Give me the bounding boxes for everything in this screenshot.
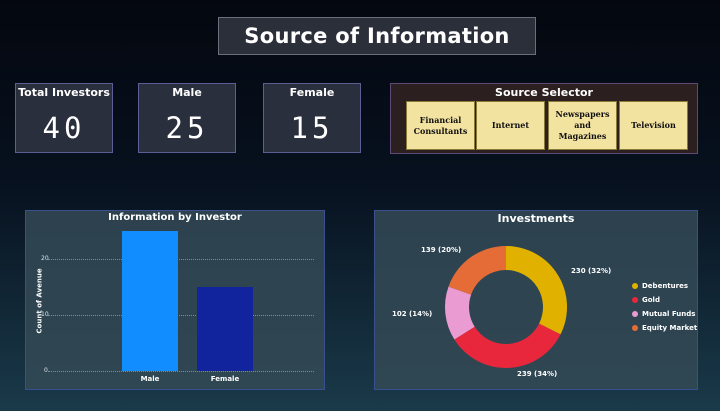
investor-chart-panel: Information by Investor Count of Avenue … [25, 210, 325, 390]
legend-item-equity-market[interactable]: Equity Market [632, 324, 697, 332]
y-tick-label: 10 [41, 311, 49, 318]
gridline [48, 315, 314, 316]
donut-slice-gold[interactable] [454, 323, 561, 368]
kpi-card-female: Female 15 [263, 83, 361, 153]
legend-label: Gold [642, 296, 660, 304]
legend-label: Debentures [642, 282, 688, 290]
page-title: Source of Information [218, 17, 536, 55]
source-option-newspapers-magazines[interactable]: Newspapers and Magazines [548, 101, 617, 150]
legend-item-debentures[interactable]: Debentures [632, 282, 688, 290]
kpi-label: Female [289, 86, 335, 99]
gridline [48, 371, 314, 372]
source-option-internet[interactable]: Internet [476, 101, 545, 150]
donut-chart [445, 246, 567, 368]
donut-slice-equity-market[interactable] [448, 246, 506, 295]
legend-dot-icon [632, 325, 638, 331]
data-label-debentures: 230 (32%) [571, 267, 612, 275]
gridline [48, 259, 314, 260]
legend-item-gold[interactable]: Gold [632, 296, 660, 304]
source-option-television[interactable]: Television [619, 101, 688, 150]
bar-female[interactable] [197, 287, 253, 371]
kpi-card-total-investors: Total Investors 40 [15, 83, 113, 153]
kpi-label: Total Investors [18, 86, 110, 99]
kpi-value: 40 [42, 111, 86, 145]
y-tick-label: 20 [41, 255, 49, 262]
y-axis-label: Count of Avenue [35, 268, 44, 334]
kpi-value: 25 [165, 111, 209, 145]
source-selector-label: Source Selector [495, 86, 593, 99]
investor-chart-title: Information by Investor [108, 212, 242, 223]
x-tick-label: Male [140, 375, 160, 383]
x-tick-label: Female [210, 375, 240, 383]
y-tick-label: 0 [44, 367, 48, 374]
legend-label: Mutual Funds [642, 310, 696, 318]
donut-slice-mutual-funds[interactable] [445, 286, 475, 340]
data-label-mutual-funds: 102 (14%) [392, 310, 433, 318]
source-selector: Source Selector Financial Consultants In… [390, 83, 698, 154]
data-label-gold: 239 (34%) [517, 370, 558, 378]
investments-chart-panel: Investments 230 (32%) 239 (34%) 102 (14%… [374, 210, 698, 390]
bar-male[interactable] [122, 231, 178, 371]
kpi-value: 15 [290, 111, 334, 145]
legend-dot-icon [632, 283, 638, 289]
legend-label: Equity Market [642, 324, 698, 332]
source-option-financial-consultants[interactable]: Financial Consultants [406, 101, 475, 150]
kpi-card-male: Male 25 [138, 83, 236, 153]
kpi-label: Male [172, 86, 202, 99]
legend-dot-icon [632, 297, 638, 303]
legend-item-mutual-funds[interactable]: Mutual Funds [632, 310, 695, 318]
legend-dot-icon [632, 311, 638, 317]
donut-slice-debentures[interactable] [506, 246, 567, 335]
data-label-equity-market: 139 (20%) [421, 246, 462, 254]
investments-chart-title: Investments [497, 212, 575, 225]
